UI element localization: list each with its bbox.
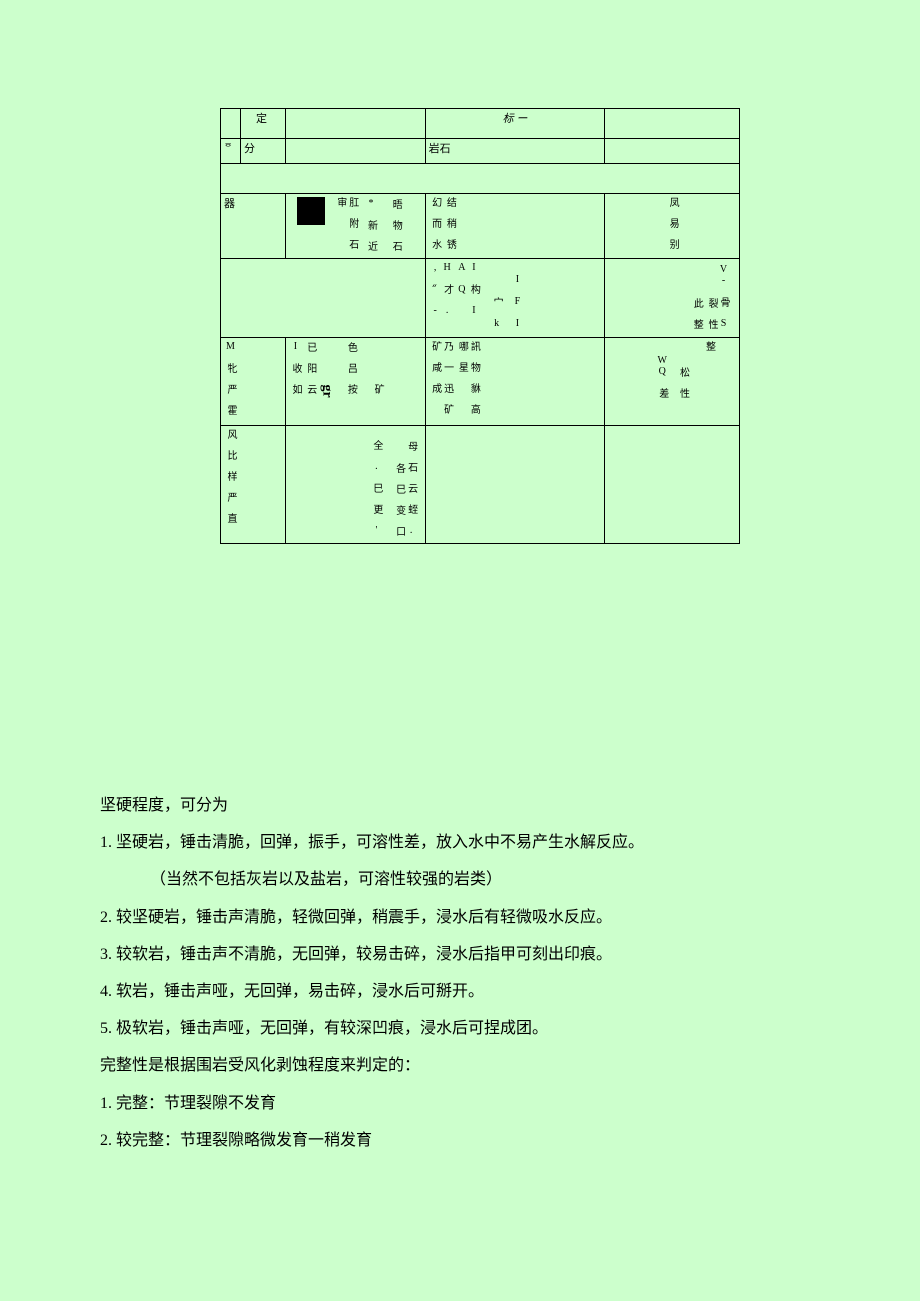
cell: 标 ー <box>425 109 605 139</box>
cell-text: 风 比 样 严 直 <box>224 429 236 523</box>
cell-text: 松 性 <box>677 367 689 398</box>
cell-text: 乃 一 迅 矿 矿 咸 成 <box>429 341 453 418</box>
cell-text: 訊 物 貅 高 哪 星 <box>455 341 479 418</box>
table-row: 器 肛 附 石 审 * 新 近 晤 物 石 幻 而 水 结 稍 锈 凤 易 别 <box>221 194 740 259</box>
cell <box>221 164 740 194</box>
cell <box>605 109 740 139</box>
cell-text: V- 骨 S 裂 性 <box>705 262 729 329</box>
list-item: 5. 极软岩，锤击声哑，无回弹，有较深凹痕，浸水后可捏成团。 <box>100 1011 820 1046</box>
item-number: 5. <box>100 1020 112 1037</box>
cell-text: gr <box>318 384 336 397</box>
cell <box>425 425 605 543</box>
cell: 乃 一 迅 矿 矿 咸 成 訊 物 貅 高 哪 星 <box>425 337 605 425</box>
item-number: 1. <box>100 834 112 851</box>
cell: 凤 易 别 <box>605 194 740 259</box>
cell-text: 标 ー <box>503 113 528 125</box>
cell: 全 . 巳 更 ' 母 石 云 蛭 . 各 巳 变 口 <box>285 425 425 543</box>
cell-text: I 收 如 <box>289 341 301 394</box>
item-text: 软岩，锤击声哑，无回弹，易击碎，浸水后可掰开。 <box>116 983 484 1000</box>
cell: 器 <box>221 194 286 259</box>
table-row: M 牝 严 霍 I 收 如 已 阳 云 gr 色 吕 按 矿 乃 一 迅 矿 矿… <box>221 337 740 425</box>
cell-text: 晤 物 石 <box>389 199 401 251</box>
cell <box>605 425 740 543</box>
cell: 定 <box>240 109 285 139</box>
list-item: 2. 较完整：节理裂隙略微发育一稍发育 <box>100 1123 820 1158</box>
list-sub: （当然不包括灰岩以及盐岩，可溶性较强的岩类） <box>100 862 820 897</box>
cell <box>221 259 426 337</box>
cell: 此 整 V- 骨 S 裂 性 <box>605 259 740 337</box>
black-square-icon <box>297 197 325 225</box>
cell-text: WQ 差 <box>656 355 668 398</box>
cell <box>285 139 425 164</box>
cell: 岩石 <box>425 139 605 164</box>
cell-text: 结 稍 锈 <box>443 197 455 249</box>
cell: 幻 而 水 结 稍 锈 <box>425 194 605 259</box>
cell: 风 比 样 严 直 <box>221 425 286 543</box>
cell-text: I 构 I A Q <box>455 262 479 329</box>
cell-text: 全 . 巳 更 ' <box>370 440 382 536</box>
cell: I 收 如 已 阳 云 gr 色 吕 按 矿 <box>285 337 425 425</box>
table-row: H 才 . , 〞 - I 构 I A Q 宀 k I F I 此 整 V- 骨… <box>221 259 740 337</box>
integrity-heading: 完整性是根据围岩受风化剥蚀程度来判定的： <box>100 1048 820 1083</box>
cell-text: 色 吕 按 <box>344 342 356 394</box>
cell-text: M 牝 严 霍 <box>224 341 236 415</box>
cell-text: I F I <box>511 274 523 329</box>
cell: ᅙ <box>221 139 241 164</box>
document-body: 坚硬程度，可分为 1. 坚硬岩，锤击清脆，回弹，振手，可溶性差，放入水中不易产生… <box>100 788 820 1160</box>
cell: 肛 附 石 审 * 新 近 晤 物 石 <box>285 194 425 259</box>
cell: 整 WQ 差 松 性 <box>605 337 740 425</box>
list-item: 4. 软岩，锤击声哑，无回弹，易击碎，浸水后可掰开。 <box>100 974 820 1009</box>
cell: H 才 . , 〞 - I 构 I A Q 宀 k I F I <box>425 259 605 337</box>
cell-text: 已 阳 云 <box>304 342 316 394</box>
cell-text: 矿 <box>371 384 383 394</box>
cell <box>605 139 740 164</box>
cell: 分 <box>240 139 285 164</box>
item-number: 1. <box>100 1095 112 1112</box>
list-item: 1. 坚硬岩，锤击清脆，回弹，振手，可溶性差，放入水中不易产生水解反应。 <box>100 825 820 860</box>
cell-text: 宀 k <box>490 297 502 329</box>
classification-table: 定 标 ー ᅙ 分 岩石 器 肛 附 石 审 * 新 近 晤 物 石 幻 而 水 <box>220 108 740 544</box>
list-item: 1. 完整：节理裂隙不发育 <box>100 1086 820 1121</box>
item-text: 完整：节理裂隙不发育 <box>116 1095 276 1112</box>
cell <box>221 109 241 139</box>
cell-text: 整 <box>706 341 716 354</box>
item-number: 4. <box>100 983 112 1000</box>
item-text: 坚硬岩，锤击清脆，回弹，振手，可溶性差，放入水中不易产生水解反应。 <box>116 834 644 851</box>
cell: M 牝 严 霍 <box>221 337 286 425</box>
table-row: ᅙ 分 岩石 <box>221 139 740 164</box>
cell-text: * 新 近 <box>364 198 376 251</box>
cell <box>285 109 425 139</box>
item-text: 极软岩，锤击声哑，无回弹，有较深凹痕，浸水后可捏成团。 <box>116 1020 548 1037</box>
list-item: 3. 较软岩，锤击声不清脆，无回弹，较易击碎，浸水后指甲可刻出印痕。 <box>100 937 820 972</box>
table-row: 风 比 样 严 直 全 . 巳 更 ' 母 石 云 蛭 . 各 巳 变 口 <box>221 425 740 543</box>
rock-table: 定 标 ー ᅙ 分 岩石 器 肛 附 石 审 * 新 近 晤 物 石 幻 而 水 <box>220 108 740 544</box>
item-text: 较坚硬岩，锤击声清脆，轻微回弹，稍震手，浸水后有轻微吸水反应。 <box>116 909 612 926</box>
item-text: 较软岩，锤击声不清脆，无回弹，较易击碎，浸水后指甲可刻出印痕。 <box>116 946 612 963</box>
cell-text: 凤 易 别 <box>666 197 678 249</box>
cell-text: 母 石 云 蛭 . 各 巳 变 口 <box>393 429 417 536</box>
item-number: 2. <box>100 909 112 926</box>
table-row <box>221 164 740 194</box>
table-row: 定 标 ー <box>221 109 740 139</box>
list-item: 2. 较坚硬岩，锤击声清脆，轻微回弹，稍震手，浸水后有轻微吸水反应。 <box>100 900 820 935</box>
cell-text: 幻 而 水 <box>429 197 441 249</box>
cell-text: 肛 附 石 审 <box>334 197 358 251</box>
item-number: 3. <box>100 946 112 963</box>
cell-text: H 才 . , 〞 - <box>429 262 453 329</box>
item-text: 较完整：节理裂隙略微发育一稍发育 <box>116 1132 372 1149</box>
item-number: 2. <box>100 1132 112 1149</box>
hardness-heading: 坚硬程度，可分为 <box>100 788 820 823</box>
cell-text: 此 整 <box>690 298 702 329</box>
